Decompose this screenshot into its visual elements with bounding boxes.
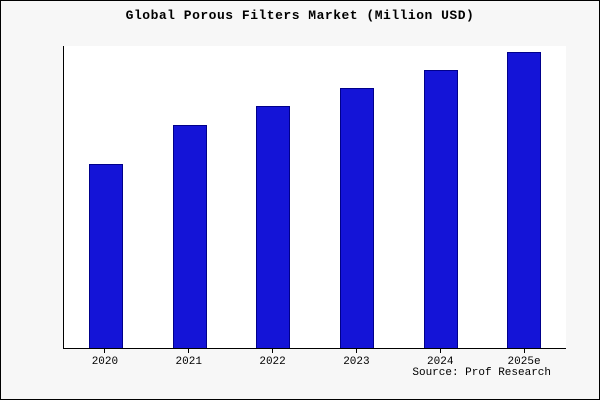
bar-column	[315, 46, 399, 348]
x-tick-label: 2021	[175, 356, 202, 368]
chart-title: Global Porous Filters Market (Million US…	[125, 8, 475, 23]
plot-area	[63, 46, 566, 349]
x-tick-label: 2022	[259, 356, 286, 368]
x-tick-label: 2025e	[507, 356, 541, 368]
source-text: Source: Prof Research	[412, 367, 551, 379]
x-tick: 2023	[314, 349, 398, 368]
bar	[423, 70, 458, 348]
x-tick: 2020	[63, 349, 147, 368]
tick-mark	[188, 349, 190, 353]
x-tick-label: 2020	[91, 356, 119, 368]
bar	[507, 52, 542, 348]
bar-column	[399, 46, 483, 348]
x-axis-labels: 2020 2021 2022 2023 2024 2025e	[63, 349, 566, 368]
bar-column	[231, 46, 315, 348]
tick-mark	[355, 349, 357, 353]
bar-column	[148, 46, 232, 348]
x-tick: 2022	[231, 349, 315, 368]
bar-series	[64, 46, 566, 348]
bar	[256, 106, 291, 348]
tick-mark	[104, 349, 106, 353]
x-tick-label: 2023	[343, 356, 370, 368]
bar	[172, 124, 207, 348]
x-tick-label: 2024	[427, 356, 454, 368]
tick-mark	[272, 349, 274, 353]
x-tick: 2024	[398, 349, 482, 368]
bar-column	[64, 46, 148, 348]
x-tick: 2025e	[482, 349, 566, 368]
bar-column	[482, 46, 566, 348]
x-tick: 2021	[147, 349, 231, 368]
bar	[88, 163, 123, 348]
tick-mark	[439, 349, 441, 353]
bar	[339, 88, 374, 348]
tick-mark	[523, 349, 525, 353]
